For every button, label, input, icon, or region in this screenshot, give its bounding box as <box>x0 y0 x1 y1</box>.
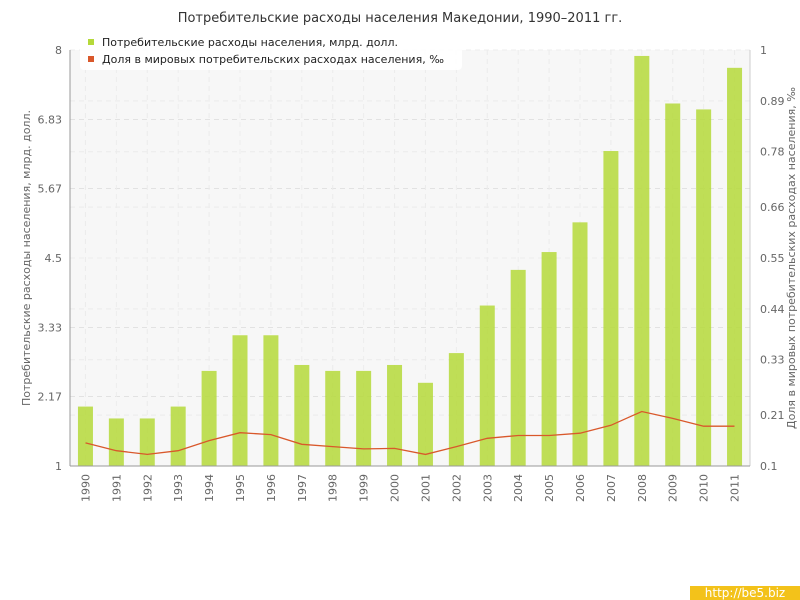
bar-2010 <box>696 109 712 466</box>
bar-1992 <box>139 418 155 466</box>
x-tick-1996: 1996 <box>265 474 278 502</box>
x-tick-2000: 2000 <box>389 474 402 502</box>
bar-2004 <box>510 269 526 466</box>
y-tick-right-7: 0.89 <box>760 95 785 108</box>
x-tick-1995: 1995 <box>234 474 247 502</box>
x-tick-2008: 2008 <box>636 474 649 502</box>
bar-2003 <box>479 305 495 466</box>
bar-2009 <box>665 103 681 466</box>
y-tick-left-3: 4.5 <box>45 252 63 265</box>
watermark: http://be5.biz <box>705 586 785 600</box>
bar-2008 <box>634 55 650 466</box>
legend-label-consumption: Потребительские расходы населения, млрд.… <box>102 36 398 49</box>
x-tick-2004: 2004 <box>512 474 525 502</box>
legend-label-share: Доля в мировых потребительских расходах … <box>102 53 444 66</box>
y-tick-right-0: 0.1 <box>760 460 778 473</box>
legend: Потребительские расходы населения, млрд.… <box>80 34 462 70</box>
bar-2006 <box>572 222 588 466</box>
x-tick-1990: 1990 <box>79 474 92 502</box>
bar-2002 <box>448 353 464 466</box>
y-tick-right-2: 0.33 <box>760 354 785 367</box>
y-tick-right-4: 0.55 <box>760 252 785 265</box>
x-axis-ticks: 1990 1991 1992 1993 1994 1995 1996 1997 1998 1999… <box>79 474 741 502</box>
x-tick-1991: 1991 <box>110 474 123 502</box>
y-tick-left-5: 6.83 <box>38 114 63 127</box>
bar-1991 <box>108 418 124 466</box>
x-tick-2011: 2011 <box>729 474 742 502</box>
y-axis-left-ticks: 1 2.17 3.33 4.5 5.67 6.83 8 <box>38 44 63 473</box>
x-tick-2005: 2005 <box>543 474 556 502</box>
legend-swatch-share <box>88 56 94 62</box>
x-tick-1999: 1999 <box>358 474 371 502</box>
y-tick-right-3: 0.44 <box>760 303 785 316</box>
x-tick-2007: 2007 <box>605 474 618 502</box>
bar-1990 <box>77 406 93 466</box>
bar-1999 <box>356 370 372 466</box>
bar-2007 <box>603 151 619 466</box>
axes <box>69 50 751 467</box>
bar-1995 <box>232 335 248 466</box>
bar-1994 <box>201 370 217 466</box>
x-tick-2002: 2002 <box>450 474 463 502</box>
x-tick-1997: 1997 <box>296 474 309 502</box>
y-tick-right-8: 1 <box>760 44 767 57</box>
y-axis-right-ticks: 0.1 0.21 0.33 0.44 0.55 0.66 0.78 0.89 1 <box>760 44 785 473</box>
y-tick-left-1: 2.17 <box>38 390 63 403</box>
bar-2005 <box>541 252 557 466</box>
bar-2011 <box>727 67 743 466</box>
y-axis-left-title: Потребительские расходы населения, млрд.… <box>20 110 33 406</box>
y-tick-right-1: 0.21 <box>760 409 785 422</box>
line-series <box>85 410 735 456</box>
y-tick-right-5: 0.66 <box>760 201 785 214</box>
line-share <box>85 410 735 456</box>
x-tick-2001: 2001 <box>419 474 432 502</box>
y-tick-left-0: 1 <box>55 460 62 473</box>
x-tick-2010: 2010 <box>698 474 711 502</box>
y-tick-left-4: 5.67 <box>38 182 63 195</box>
bar-2001 <box>417 382 433 466</box>
y-tick-left-2: 3.33 <box>38 322 63 335</box>
watermark-background <box>690 586 800 600</box>
bar-1993 <box>170 406 186 466</box>
x-tick-1993: 1993 <box>172 474 185 502</box>
bar-1998 <box>325 370 341 466</box>
x-tick-1998: 1998 <box>327 474 340 502</box>
y-tick-left-6: 8 <box>55 44 62 57</box>
bar-series <box>77 55 743 466</box>
x-tick-2009: 2009 <box>667 474 680 502</box>
chart-title: Потребительские расходы населения Македо… <box>178 11 623 26</box>
y-axis-right-title: Доля в мировых потребительских расходах … <box>785 87 798 429</box>
legend-box <box>80 34 462 70</box>
x-tick-1994: 1994 <box>203 474 216 502</box>
x-tick-1992: 1992 <box>141 474 154 502</box>
bar-2000 <box>387 364 403 466</box>
legend-swatch-consumption <box>88 39 94 45</box>
x-tick-2006: 2006 <box>574 474 587 502</box>
x-tick-2003: 2003 <box>481 474 494 502</box>
bar-1997 <box>294 364 310 466</box>
bar-1996 <box>263 335 279 466</box>
y-tick-right-6: 0.78 <box>760 146 785 159</box>
